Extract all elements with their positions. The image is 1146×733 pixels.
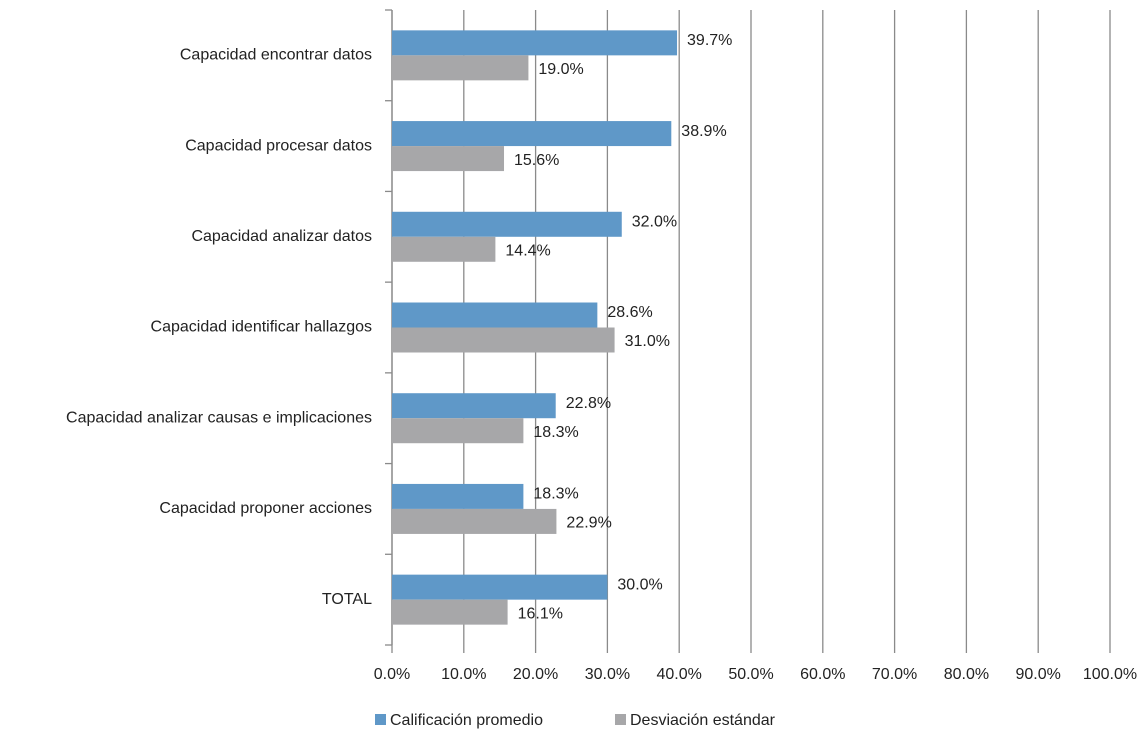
x-tick-label: 60.0% bbox=[800, 666, 845, 683]
x-tick-label: 40.0% bbox=[657, 666, 702, 683]
bar bbox=[392, 55, 529, 81]
y-tick-label: TOTAL bbox=[322, 591, 372, 608]
data-label: 31.0% bbox=[625, 333, 670, 350]
data-label: 18.3% bbox=[533, 486, 578, 503]
data-label: 15.6% bbox=[514, 152, 559, 169]
x-tick-label: 90.0% bbox=[1016, 666, 1061, 683]
y-tick-label: Capacidad procesar datos bbox=[185, 137, 372, 154]
data-label: 39.7% bbox=[687, 32, 732, 49]
bar bbox=[392, 393, 556, 419]
data-label: 18.3% bbox=[533, 424, 578, 441]
bar bbox=[392, 236, 496, 262]
bar bbox=[392, 483, 524, 509]
bar bbox=[392, 146, 505, 172]
x-tick-label: 80.0% bbox=[944, 666, 989, 683]
data-label: 14.4% bbox=[505, 243, 550, 260]
bar bbox=[392, 508, 557, 534]
data-label: 38.9% bbox=[681, 123, 726, 140]
x-tick-label: 20.0% bbox=[513, 666, 558, 683]
y-tick-label: Capacidad proponer acciones bbox=[159, 500, 372, 517]
x-tick-label: 10.0% bbox=[441, 666, 486, 683]
data-label: 19.0% bbox=[538, 61, 583, 78]
bar bbox=[392, 574, 608, 600]
x-tick-label: 0.0% bbox=[374, 666, 410, 683]
bar bbox=[392, 599, 508, 625]
y-tick-label: Capacidad encontrar datos bbox=[180, 47, 372, 64]
data-label: 28.6% bbox=[607, 304, 652, 321]
data-label: 22.9% bbox=[566, 515, 611, 532]
bar bbox=[392, 211, 622, 237]
legend-label: Desviación estándar bbox=[630, 712, 776, 729]
data-label: 32.0% bbox=[632, 214, 677, 231]
bar bbox=[392, 418, 524, 444]
bar bbox=[392, 121, 672, 147]
data-label: 30.0% bbox=[617, 576, 662, 593]
y-tick-label: Capacidad identificar hallazgos bbox=[151, 319, 372, 336]
bar bbox=[392, 30, 678, 56]
x-tick-label: 70.0% bbox=[872, 666, 917, 683]
legend-swatch bbox=[375, 714, 386, 725]
x-tick-label: 100.0% bbox=[1083, 666, 1137, 683]
bar bbox=[392, 327, 615, 353]
data-label: 22.8% bbox=[566, 395, 611, 412]
legend-swatch bbox=[615, 714, 626, 725]
y-tick-label: Capacidad analizar datos bbox=[191, 228, 372, 245]
legend-label: Calificación promedio bbox=[390, 712, 543, 729]
x-tick-label: 30.0% bbox=[585, 666, 630, 683]
x-tick-label: 50.0% bbox=[728, 666, 773, 683]
y-tick-label: Capacidad analizar causas e implicacione… bbox=[66, 409, 372, 426]
data-label: 16.1% bbox=[518, 605, 563, 622]
bar bbox=[392, 302, 598, 328]
